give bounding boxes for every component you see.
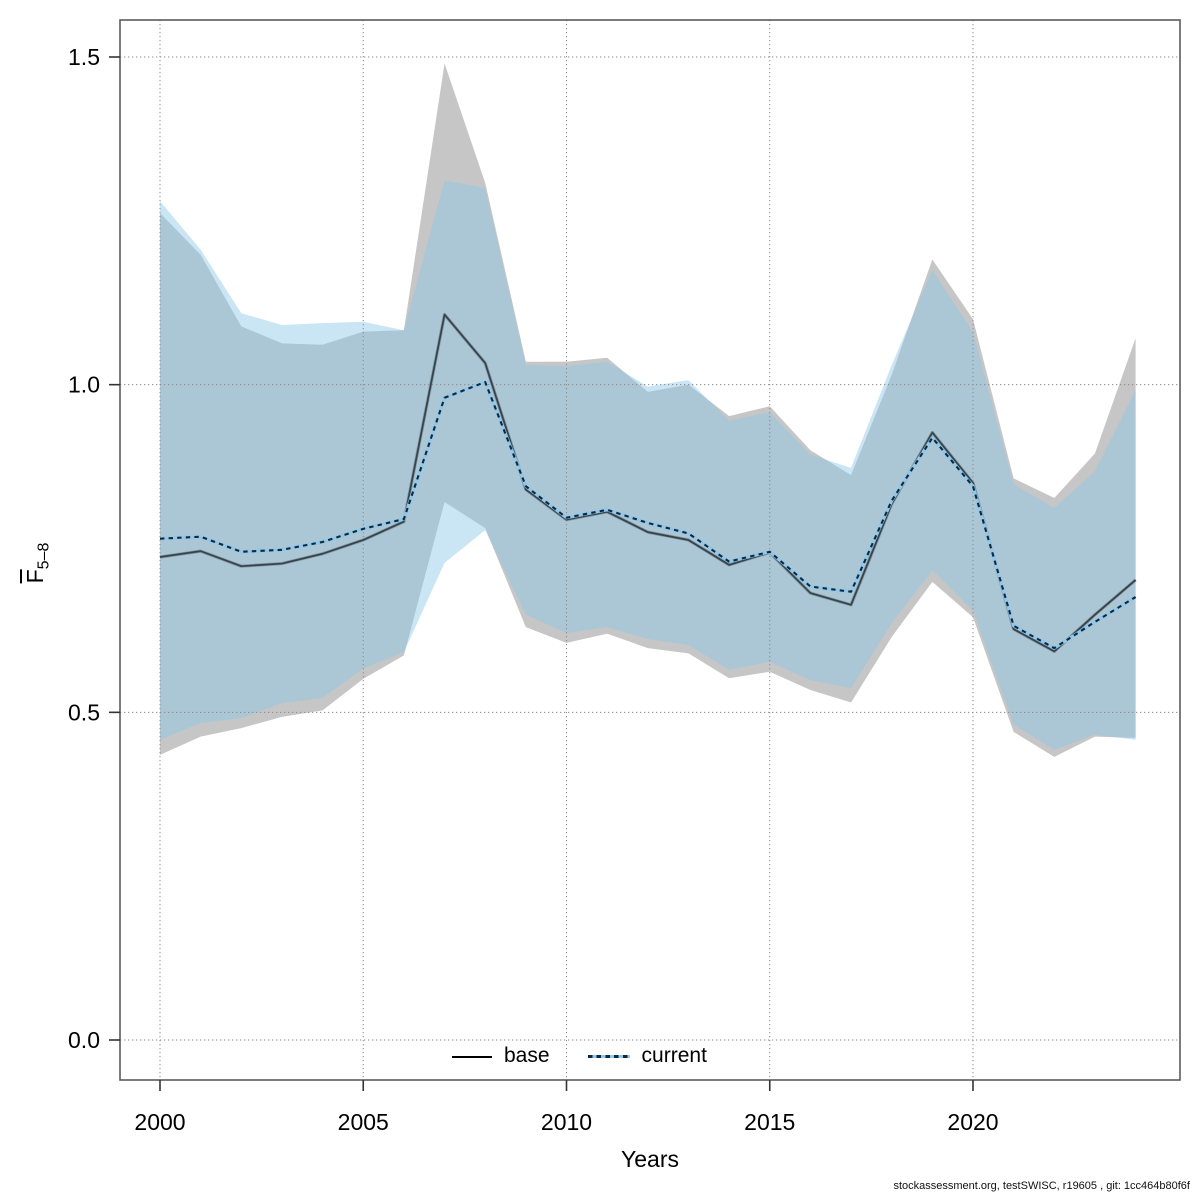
base-line-sample-icon xyxy=(452,1056,492,1058)
legend: base current xyxy=(452,1044,707,1068)
y-axis-title-fbar: F xyxy=(22,569,48,584)
current-line-sample-icon xyxy=(587,1055,630,1058)
x-tick-label: 2020 xyxy=(947,1109,998,1135)
current-line xyxy=(159,380,1137,650)
y-tick-label: 0.5 xyxy=(68,699,100,725)
y-tick-label: 1.0 xyxy=(68,372,100,398)
plot-border xyxy=(119,19,1181,1081)
ci-band-base xyxy=(160,63,1136,757)
x-axis-title: Years xyxy=(621,1146,679,1172)
legend-label-base: base xyxy=(504,1044,550,1067)
y-axis-title-range: 5–8 xyxy=(35,542,53,570)
ci-band-current xyxy=(160,180,1136,750)
legend-label-current: current xyxy=(641,1044,707,1067)
x-tick-label: 2000 xyxy=(134,1109,185,1135)
base-line xyxy=(159,313,1137,653)
x-tick-label: 2015 xyxy=(744,1109,795,1135)
x-tick-label: 2005 xyxy=(338,1109,389,1135)
x-tick-label: 2010 xyxy=(541,1109,592,1135)
legend-item-current: current xyxy=(587,1044,707,1068)
legend-item-base: base xyxy=(452,1044,550,1068)
y-axis-title: F5–8 xyxy=(22,498,53,628)
y-tick-label: 1.5 xyxy=(68,44,100,70)
y-tick-label: 0.0 xyxy=(68,1027,100,1053)
footer-note: stockassessment.org, testSWISC, r19605 ,… xyxy=(893,1180,1190,1192)
